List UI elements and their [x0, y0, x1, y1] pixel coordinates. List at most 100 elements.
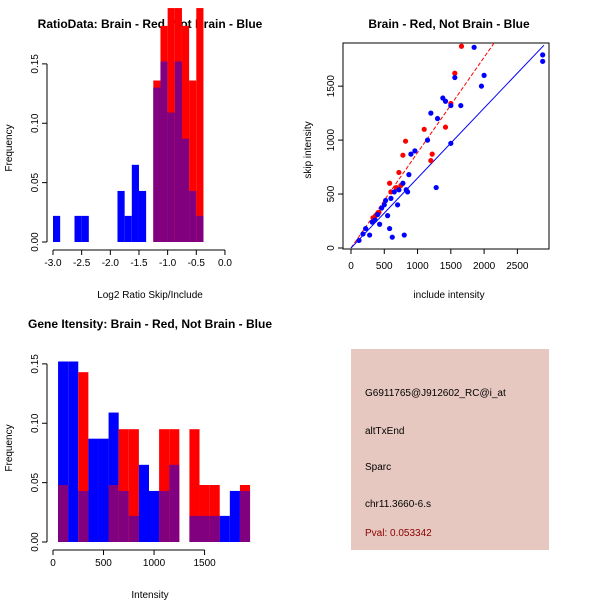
- scatter-point: [356, 237, 362, 244]
- scatter-point: [377, 221, 383, 227]
- intensity-bar: [138, 464, 149, 542]
- ratio-x-tick-label: -0.5: [188, 258, 206, 269]
- scatter-point: [458, 43, 465, 49]
- scatter-point: [458, 102, 464, 109]
- scatter-point: [433, 184, 439, 191]
- pval-text: Pval: 0.053342: [365, 528, 432, 539]
- ratio-x-tick-label: -3.0: [44, 258, 62, 269]
- intensity-x-tick-label: 1500: [193, 558, 216, 569]
- intensity-x-tick-label: 0: [50, 558, 56, 569]
- scatter-point: [401, 232, 407, 238]
- scatter-point: [429, 151, 435, 157]
- ratio-histogram-xlabel: Log2 Ratio Skip/Include: [97, 290, 203, 301]
- scatter-point: [478, 83, 485, 89]
- intensity-y-tick-label: 0.05: [30, 472, 41, 492]
- intensity-overlap-bar: [239, 490, 251, 542]
- scatter-point: [383, 197, 389, 204]
- scatter-x-tick-label: 500: [376, 261, 393, 272]
- intensity-overlap-bar: [189, 515, 200, 542]
- intensity-overlap-bar: [78, 490, 89, 542]
- scatter-point: [360, 231, 366, 237]
- ratio-bar: [124, 215, 132, 242]
- intensity-bar: [189, 429, 200, 542]
- intensity-overlap-bar: [169, 464, 180, 542]
- intensity-histogram-panel: Gene Itensity: Brain - Red, Not Brain - …: [4, 317, 272, 600]
- scatter-point: [412, 148, 418, 154]
- scatter-point: [394, 202, 401, 208]
- scatter-point: [372, 217, 378, 223]
- intensity-x-tick-label: 1000: [143, 558, 166, 569]
- intensity-histogram-xlabel: Intensity: [131, 590, 168, 600]
- intensity-bar: [98, 438, 109, 542]
- scatter-x-tick-label: 1000: [406, 261, 429, 272]
- scatter-point: [404, 189, 411, 195]
- scatter-y-tick-label: 1000: [326, 129, 337, 152]
- ratio-histogram-bars: [53, 8, 204, 242]
- ratio-histogram-axes: -3.0 -2.5 -2.0 -1.5 -1.0 -0.5 0.0 0.00 0.05 0.10 0…: [30, 54, 232, 269]
- gene-symbol-text: Sparc: [365, 462, 391, 473]
- intensity-bar: [229, 490, 240, 542]
- ratio-y-tick-label: 0.00: [30, 232, 41, 252]
- scatter-point: [428, 110, 434, 116]
- ratio-bar: [138, 190, 147, 242]
- location-text: chr11.3660-6.s: [365, 499, 431, 510]
- scatter-axes: 0 500 1000 1500 2000 2500 0 500 1000 1500: [326, 75, 529, 272]
- scatter-title: Brain - Red, Not Brain - Blue: [368, 17, 530, 31]
- scatter-fit-line: [350, 44, 545, 249]
- intensity-bar: [128, 429, 139, 542]
- scatter-point: [471, 44, 477, 50]
- intensity-bar: [149, 490, 160, 542]
- ratio-histogram-ylabel: Frequency: [4, 124, 15, 171]
- scatter-y-tick-label: 1500: [326, 75, 337, 98]
- intensity-overlap-bar: [199, 515, 210, 542]
- scatter-x-tick-label: 0: [348, 261, 354, 272]
- scatter-xlabel: include intensity: [413, 290, 484, 301]
- ratio-y-tick-label: 0.05: [30, 172, 41, 192]
- ratio-histogram-panel: RatioData: Brain - Red, Not Brain - Blue…: [4, 8, 263, 301]
- ratio-x-tick-label: -2.5: [73, 258, 91, 269]
- scatter-point: [408, 151, 414, 157]
- ratio-x-tick-label: 0.0: [218, 258, 232, 269]
- intensity-bar: [219, 515, 230, 542]
- scatter-point: [442, 98, 449, 104]
- intensity-bar: [88, 438, 99, 542]
- scatter-point: [385, 213, 391, 219]
- ratio-y-tick-label: 0.15: [30, 54, 41, 74]
- intensity-bar: [159, 429, 170, 542]
- ratio-bar: [189, 80, 197, 242]
- scatter-point: [481, 72, 487, 78]
- scatter-point: [396, 187, 402, 193]
- scatter-y-tick-label: 500: [326, 185, 337, 202]
- scatter-point: [428, 158, 434, 164]
- intensity-overlap-bar: [209, 515, 220, 542]
- intensity-histogram-ylabel: Frequency: [4, 424, 15, 471]
- scatter-point: [367, 232, 373, 238]
- ratio-overlap-bar: [160, 61, 168, 242]
- ratio-x-tick-label: -1.0: [159, 258, 177, 269]
- intensity-bar: [118, 429, 129, 542]
- ratio-bar: [74, 215, 82, 242]
- event-type-text: altTxEnd: [365, 426, 404, 437]
- intensity-overlap-bar: [58, 485, 69, 542]
- scatter-point: [381, 202, 387, 208]
- scatter-point: [389, 234, 395, 240]
- scatter-point: [387, 180, 393, 186]
- intensity-bar: [68, 361, 79, 542]
- ratio-bar: [53, 215, 61, 242]
- ratio-overlap-bar: [153, 87, 161, 242]
- ratio-bar: [196, 8, 204, 242]
- ratio-overlap-bar: [167, 112, 175, 242]
- info-panel-background: [351, 349, 549, 550]
- scatter-fit-lines: [350, 42, 545, 249]
- ratio-overlap-bar: [174, 61, 182, 242]
- ratio-bar: [181, 25, 190, 242]
- scatter-point: [402, 138, 409, 144]
- scatter-point: [540, 58, 546, 64]
- intensity-bar: [199, 485, 210, 542]
- scatter-point: [388, 195, 394, 201]
- ratio-bar: [131, 164, 139, 242]
- scatter-point: [442, 124, 449, 130]
- intensity-overlap-bar: [118, 490, 129, 542]
- intensity-overlap-bar: [159, 490, 170, 542]
